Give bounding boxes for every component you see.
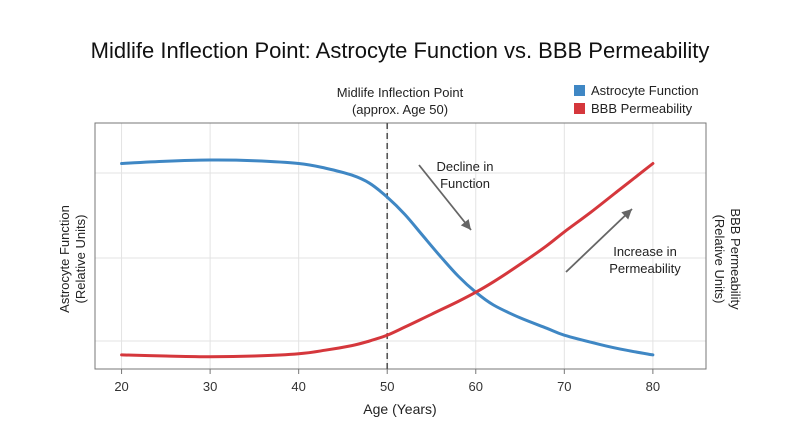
arrow-increase-head: [621, 209, 632, 220]
arrow-decline: [418, 164, 472, 231]
arrow-decline-shaft: [418, 164, 472, 231]
inflection-label-line1: Midlife Inflection Point: [336, 85, 464, 100]
legend-item-bbb: BBB Permeability: [574, 99, 699, 117]
inflection-label: Midlife Inflection Point (approx. Age 50…: [300, 84, 500, 118]
annotation-decline-line2: Function: [440, 176, 490, 191]
x-tick-label: 40: [291, 379, 305, 394]
x-axis-ticks: 20 30 40 50 60 70 80: [114, 369, 660, 394]
x-tick-label: 50: [380, 379, 394, 394]
y-axis-label-right-line1: BBB Permeability: [728, 208, 743, 310]
x-axis-label: Age (Years): [363, 401, 437, 417]
annotation-increase: Increase in Permeability: [585, 243, 705, 277]
series-layer: [120, 158, 655, 359]
x-tick-label: 80: [646, 379, 660, 394]
x-tick-label: 20: [114, 379, 128, 394]
annotation-increase-line1: Increase in: [613, 244, 677, 259]
series-line-astrocyte-function: [120, 158, 655, 357]
x-tick-label: 30: [203, 379, 217, 394]
legend-label-astrocyte: Astrocyte Function: [591, 82, 699, 98]
arrow-increase: [565, 208, 633, 273]
series-line-bbb-permeability: [120, 162, 655, 359]
legend-swatch-astrocyte: [574, 84, 585, 96]
y-axis-label-right-line2: (Relative Units): [712, 214, 727, 304]
legend-item-astrocyte: Astrocyte Function: [574, 81, 699, 99]
legend-label-bbb: BBB Permeability: [591, 100, 693, 116]
plot-frame: [94, 122, 707, 370]
y-axis-label-left: Astrocyte Function (Relative Units): [57, 205, 89, 313]
arrow-increase-shaft: [565, 208, 633, 273]
chart-title: Midlife Inflection Point: Astrocyte Func…: [90, 38, 710, 63]
x-tick-label: 70: [557, 379, 571, 394]
annotation-decline-line1: Decline in: [436, 159, 494, 174]
legend-swatch-bbb: [574, 102, 585, 114]
annotation-increase-line2: Permeability: [609, 261, 681, 276]
inflection-label-line2: (approx. Age 50): [351, 102, 449, 117]
y-axis-label-left-line2: (Relative Units): [73, 214, 88, 304]
y-axis-label-left-line1: Astrocyte Function: [57, 205, 72, 313]
annotation-arrows: [418, 164, 633, 273]
annotation-decline: Decline in Function: [410, 158, 520, 192]
y-axis-label-right: BBB Permeability (Relative Units): [711, 208, 743, 309]
x-tick-label: 60: [469, 379, 483, 394]
legend: Astrocyte Function BBB Permeability: [574, 81, 699, 117]
arrow-decline-head: [460, 219, 471, 230]
